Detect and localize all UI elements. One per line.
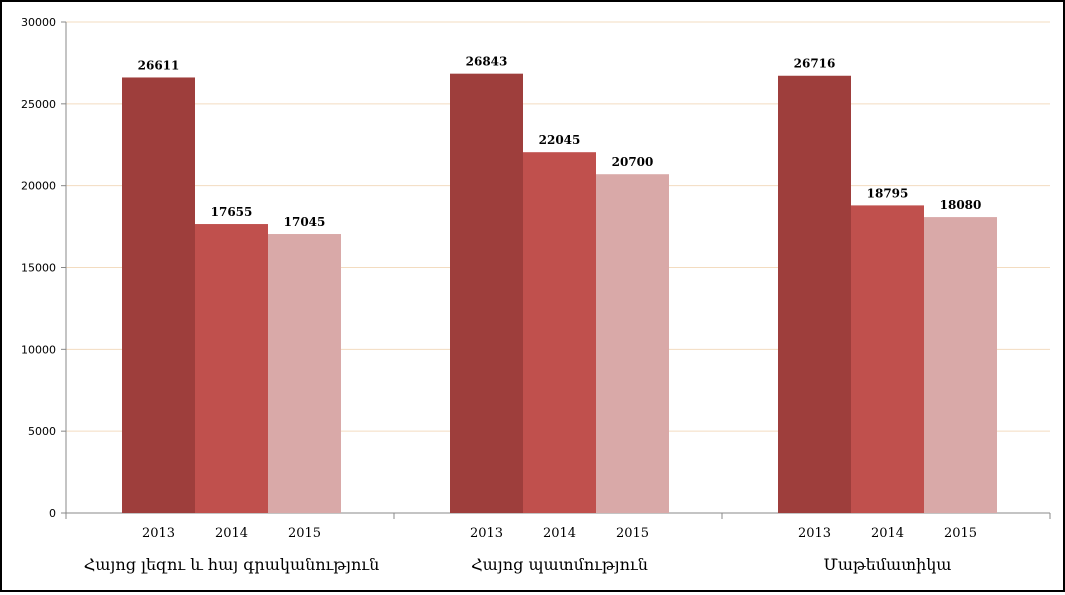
data-label: 20700 (612, 155, 654, 169)
y-tick-label: 10000 (21, 343, 56, 356)
data-label: 26716 (794, 57, 836, 71)
bar-2014 (195, 224, 268, 513)
year-label: 2015 (616, 526, 649, 541)
category-label: Հայոց պատմություն (471, 555, 648, 574)
y-tick-label: 0 (49, 507, 56, 520)
bar-2013 (450, 73, 523, 514)
labels: 0 5000 10000 15000 20000 25000 30000 26611 2013 1… (21, 16, 981, 574)
bar-2013 (122, 77, 195, 513)
data-label: 26611 (138, 58, 180, 72)
year-label: 2015 (944, 526, 977, 541)
data-label: 17045 (284, 215, 326, 229)
year-label: 2013 (798, 526, 831, 541)
bar-2015 (596, 174, 669, 513)
year-label: 2014 (543, 526, 576, 541)
data-label: 22045 (539, 133, 581, 147)
y-tick-label: 5000 (28, 425, 56, 438)
y-tick-label: 15000 (21, 262, 56, 275)
data-label: 17655 (211, 205, 253, 219)
year-label: 2013 (142, 526, 175, 541)
bar-2013 (778, 75, 851, 513)
year-label: 2014 (215, 526, 248, 541)
bar-2015 (924, 217, 997, 513)
data-label: 26843 (466, 55, 508, 69)
data-label: 18795 (867, 186, 909, 200)
data-label: 18080 (940, 198, 982, 212)
category-label: Հայոց լեզու և հայ գրականություն (84, 555, 380, 574)
bar-2014 (523, 152, 596, 513)
year-label: 2014 (871, 526, 904, 541)
year-label: 2015 (288, 526, 321, 541)
y-tick-label: 20000 (21, 180, 56, 193)
bars (122, 73, 997, 514)
bar-2014 (851, 205, 924, 514)
y-tick-label: 30000 (21, 16, 56, 29)
bar-2015 (268, 234, 341, 514)
y-tick-label: 25000 (21, 98, 56, 111)
category-label: Մաթեմատիկա (824, 555, 952, 574)
year-label: 2013 (470, 526, 503, 541)
